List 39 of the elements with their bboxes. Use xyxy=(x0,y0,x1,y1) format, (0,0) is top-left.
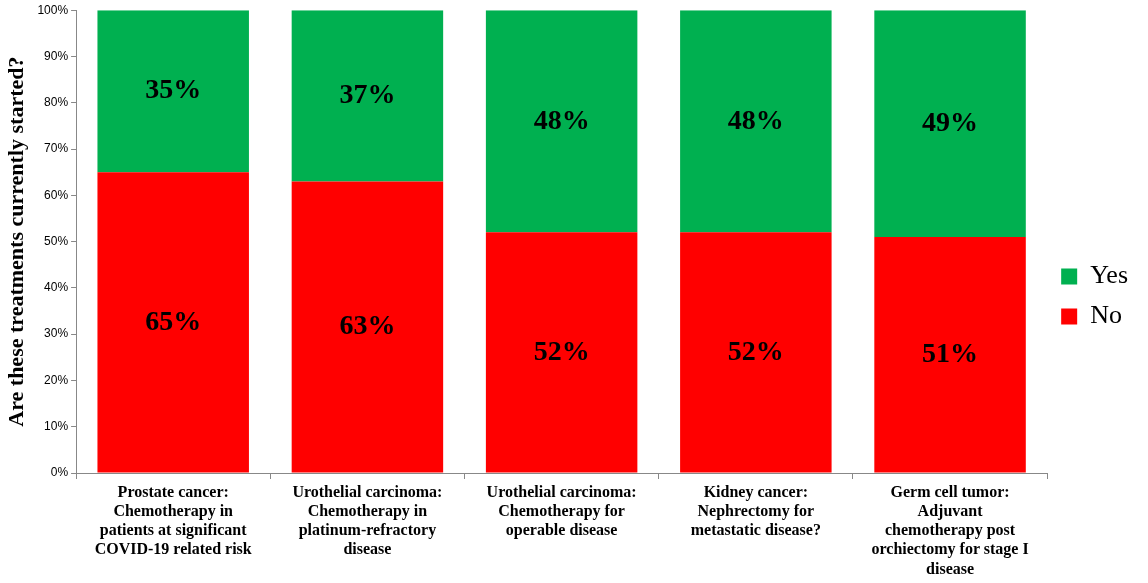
data-label: 51% xyxy=(922,336,979,368)
data-label: 52% xyxy=(727,334,784,366)
y-axis-title: Are these treatments currently started? xyxy=(2,56,28,427)
x-tick-label: Kidney cancer: Nephrectomy for metastatic disease? xyxy=(690,482,821,539)
x-tick-label: Urothelial carcinoma: Chemotherapy in platinum-refractory disease xyxy=(292,482,443,558)
x-tick-label: Prostate cancer: Chemotherapy in patients at significant COVID-19 related risk xyxy=(94,482,252,558)
bar xyxy=(485,10,638,233)
y-tick-label: 10% xyxy=(44,419,69,434)
bar xyxy=(680,232,832,473)
x-tick-label: Urothelial carcinoma: Chemotherapy for operable disease xyxy=(486,482,637,540)
bar xyxy=(291,181,444,473)
y-tick-label: 90% xyxy=(44,48,69,63)
x-tick-label: Germ cell tumor: Adjuvant chemotherapy post orchiectomy for stage I disease xyxy=(871,482,1029,577)
y-tick-label: 100% xyxy=(37,2,69,17)
bar xyxy=(874,10,1026,237)
bar xyxy=(291,10,444,182)
y-tick-label: 60% xyxy=(44,187,69,202)
bar xyxy=(874,236,1026,473)
y-tick-label: 70% xyxy=(44,141,69,156)
y-tick-label: 50% xyxy=(44,233,69,248)
legend-label: No xyxy=(1090,300,1122,330)
bar xyxy=(97,172,249,473)
legend-label: Yes xyxy=(1090,260,1129,290)
data-label: 35% xyxy=(145,73,202,105)
data-label: 48% xyxy=(727,103,784,135)
y-tick-label: 30% xyxy=(44,326,69,341)
data-label: 63% xyxy=(339,309,396,341)
bar xyxy=(680,10,832,233)
data-label: 37% xyxy=(339,78,396,110)
bar xyxy=(485,232,638,473)
y-tick-label: 40% xyxy=(44,280,69,295)
y-tick-label: 80% xyxy=(44,95,69,110)
y-tick-label: 20% xyxy=(44,372,69,387)
y-tick-label: 0% xyxy=(50,465,69,480)
data-label: 65% xyxy=(145,304,202,336)
data-label: 49% xyxy=(922,105,979,137)
data-label: 52% xyxy=(533,334,590,366)
bar xyxy=(97,10,249,173)
data-label: 48% xyxy=(533,103,590,135)
